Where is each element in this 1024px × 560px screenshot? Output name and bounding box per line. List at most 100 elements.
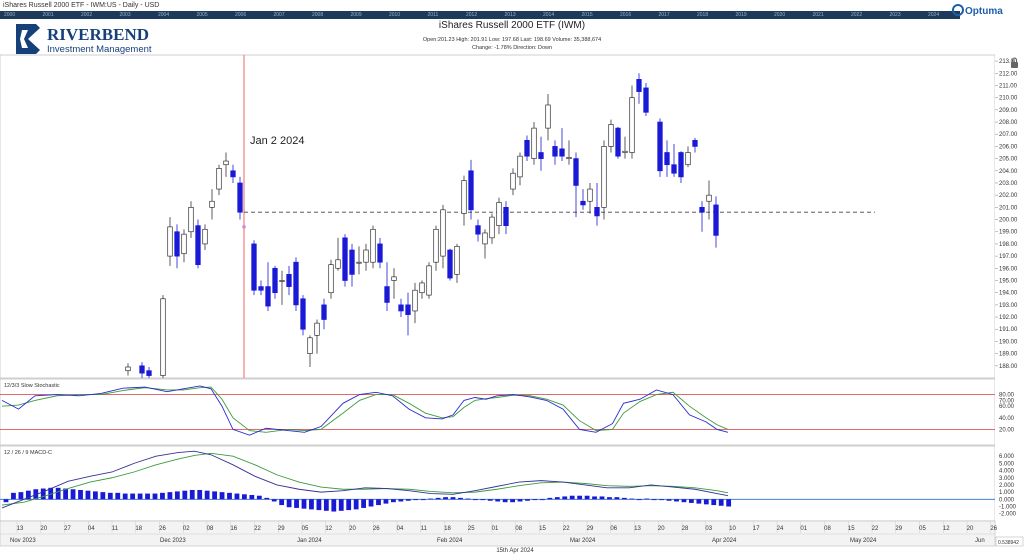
price-axis-label: 196.00 <box>999 266 1018 272</box>
year-strip-label[interactable]: 2016 <box>620 12 632 18</box>
year-strip-label[interactable]: 2007 <box>273 12 285 18</box>
year-strip-label[interactable]: 2018 <box>697 12 709 18</box>
macd-histogram-bar <box>107 492 113 500</box>
candle-body <box>475 225 481 235</box>
macd-histogram-bar <box>726 499 732 507</box>
year-strip-label[interactable]: 2011 <box>427 12 439 18</box>
chart-title: iShares Russell 2000 ETF (IWM) <box>438 20 586 31</box>
time-axis-day-label: 25 <box>468 526 475 532</box>
macd-histogram-bar <box>487 499 493 501</box>
candle-body <box>146 370 152 376</box>
candle-body <box>293 261 299 306</box>
time-axis-day-label: 12 <box>943 526 950 532</box>
macd-histogram-bar <box>569 495 575 500</box>
candle-body <box>356 261 362 264</box>
candle-body <box>279 280 285 282</box>
year-strip-label[interactable]: 2017 <box>658 12 670 18</box>
price-axis-label: 206.00 <box>999 144 1018 150</box>
macd-histogram-bar <box>368 499 374 507</box>
panel-frame <box>0 445 996 522</box>
brand-subtitle: Investment Management <box>47 44 152 55</box>
year-strip-label[interactable]: 2001 <box>42 12 54 18</box>
change-readout: Change: -1.78% Direction: Down <box>471 45 553 51</box>
macd-axis-label: -1.000 <box>999 505 1017 511</box>
price-axis-label: 200.00 <box>999 218 1018 224</box>
time-axis-day-label: 20 <box>40 526 47 532</box>
stochastic-axis-label: 80.00 <box>999 393 1015 399</box>
candle-body <box>314 322 320 336</box>
time-axis-day-label: 26 <box>159 526 166 532</box>
macd-histogram-bar <box>3 499 9 503</box>
time-axis-day-label: 04 <box>397 526 404 532</box>
candle-body <box>482 232 488 245</box>
candle-body <box>258 286 264 291</box>
year-strip-label[interactable]: 2024 <box>928 12 940 18</box>
macd-histogram-bar <box>346 499 352 511</box>
price-axis-label: 213.00 <box>999 59 1018 65</box>
year-navigation-strip[interactable]: 2000 2001 2002 2003 2004 2005 2006 2007 2008 2009… <box>0 11 960 19</box>
time-axis-day-label: 01 <box>800 526 807 532</box>
price-axis-label: 207.00 <box>999 132 1018 138</box>
year-strip-label[interactable]: 2009 <box>350 12 362 18</box>
macd-histogram-bar <box>718 499 724 506</box>
candle-body <box>531 127 537 159</box>
time-axis-day-label: 29 <box>895 526 902 532</box>
year-strip-label[interactable]: 2006 <box>235 12 247 18</box>
year-strip-label[interactable]: 2022 <box>851 12 863 18</box>
candle-body <box>216 168 222 190</box>
macd-histogram-bar <box>338 499 344 511</box>
year-strip-label[interactable]: 2000 <box>4 12 16 18</box>
stochastic-axis-label: 20.00 <box>999 427 1015 433</box>
candle-body <box>622 150 628 153</box>
macd-histogram-bar <box>182 490 188 500</box>
macd-histogram-bar <box>286 499 292 508</box>
year-strip-label[interactable]: 2020 <box>774 12 786 18</box>
candle-body <box>713 204 719 236</box>
macd-histogram-bar <box>78 489 83 500</box>
time-axis-day-label: 18 <box>135 526 142 532</box>
candle-body <box>328 264 334 294</box>
candle-body <box>342 237 348 281</box>
time-axis-day-label: 22 <box>254 526 261 532</box>
time-axis-month-label: Jan 2024 <box>297 538 322 544</box>
year-strip-label[interactable]: 2002 <box>81 12 93 18</box>
macd-histogram-bar <box>696 499 702 504</box>
price-axis-label: 203.00 <box>999 181 1018 187</box>
year-strip-label[interactable]: 2014 <box>543 12 555 18</box>
time-axis-month-label: Mar 2024 <box>570 538 596 544</box>
year-strip-label[interactable]: 2003 <box>119 12 131 18</box>
macd-histogram-bar <box>450 497 456 500</box>
time-axis-month-label: May 2024 <box>850 538 877 544</box>
macd-histogram-bar <box>271 499 277 502</box>
year-strip-label[interactable]: 2005 <box>196 12 208 18</box>
year-strip-label[interactable]: 2004 <box>158 12 170 18</box>
candle-body <box>657 121 663 172</box>
macd-axis-label: 5.000 <box>999 461 1015 467</box>
candle-body <box>335 259 341 269</box>
macd-histogram-bar <box>264 497 270 500</box>
macd-axis-label: 0.000 <box>999 497 1015 503</box>
year-strip-label[interactable]: 2008 <box>312 12 324 18</box>
macd-histogram-bar <box>376 499 381 506</box>
macd-histogram-bar <box>428 498 434 500</box>
year-strip-label[interactable]: 2013 <box>504 12 516 18</box>
macd-histogram-bar <box>525 499 530 501</box>
year-strip-label[interactable]: 2015 <box>581 12 593 18</box>
year-strip-label[interactable]: 2012 <box>466 12 478 18</box>
time-axis-day-label: 26 <box>990 526 997 532</box>
macd-histogram-bar <box>540 499 545 501</box>
macd-axis-label: -2.000 <box>999 512 1017 518</box>
year-strip-label[interactable]: 2021 <box>812 12 824 18</box>
candle-body <box>468 170 474 211</box>
macd-histogram-bar <box>554 497 560 500</box>
macd-histogram-bar <box>234 493 240 500</box>
year-strip-label[interactable]: 2019 <box>735 12 747 18</box>
time-axis-day-label: 26 <box>373 526 380 532</box>
macd-histogram-bar <box>55 487 61 500</box>
macd-histogram-bar <box>651 499 657 501</box>
macd-histogram-bar <box>495 499 501 502</box>
year-strip-label[interactable]: 2010 <box>389 12 401 18</box>
macd-histogram-bar <box>502 499 508 503</box>
year-strip-label[interactable]: 2023 <box>889 12 901 18</box>
